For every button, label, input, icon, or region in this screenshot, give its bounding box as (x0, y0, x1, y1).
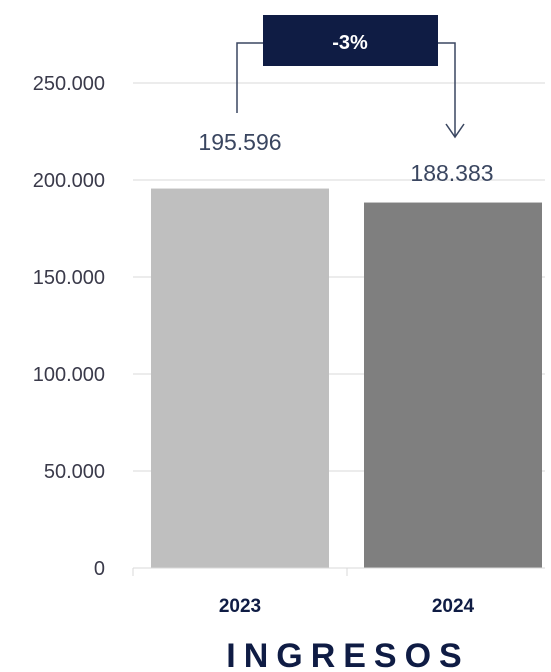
y-tick-label: 100.000 (33, 364, 105, 386)
x-axis-labels: 2023 2024 (219, 596, 475, 617)
data-label: 188.383 (410, 160, 493, 186)
x-axis (132, 567, 545, 576)
bar-2023 (151, 188, 329, 568)
bars (151, 188, 542, 568)
y-tick-label: 0 (94, 558, 105, 580)
x-tick-label: 2023 (219, 596, 261, 617)
y-tick-label: 50.000 (44, 461, 105, 483)
y-axis-ticks: 0 50.000 100.000 150.000 200.000 250.000 (33, 73, 105, 580)
data-label: 195.596 (198, 129, 281, 155)
change-percent: -3% (332, 32, 368, 54)
data-labels: 195.596 188.383 (198, 129, 493, 186)
x-tick-label: 2024 (432, 596, 475, 617)
change-badge (263, 15, 438, 66)
y-tick-label: 150.000 (33, 267, 105, 289)
change-connector (236, 42, 456, 137)
arrow-head-icon (445, 123, 465, 139)
bar-2024 (364, 202, 542, 568)
y-tick-label: 250.000 (33, 73, 105, 95)
chart-title: INGRESOS (226, 637, 469, 672)
y-tick-label: 200.000 (33, 170, 105, 192)
change-annotation: -3% (236, 15, 465, 139)
